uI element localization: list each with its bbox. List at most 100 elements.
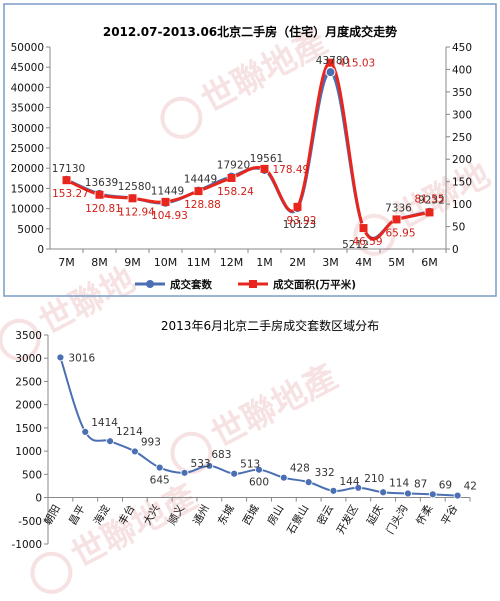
data-label-district: 42 xyxy=(464,481,477,493)
data-label-district: 645 xyxy=(150,475,170,487)
x-tick-label: 开发区 xyxy=(334,503,361,537)
right-y-tick-label: 300 xyxy=(452,109,472,121)
x-tick-label: 房山 xyxy=(265,503,287,528)
data-label-area: 158.24 xyxy=(217,186,254,198)
data-label-area: 65.95 xyxy=(385,227,415,239)
data-label-area: 153.27 xyxy=(52,188,89,200)
left-y-tick-label: 45000 xyxy=(11,62,44,74)
right-y-tick-label: 0 xyxy=(452,244,459,256)
data-label-units: 13639 xyxy=(85,177,118,189)
right-y-tick-label: 350 xyxy=(452,87,472,99)
left-y-tick-label: 5000 xyxy=(17,224,44,236)
data-label-district: 69 xyxy=(439,479,452,491)
data-label-district: 114 xyxy=(389,477,409,489)
left-y-tick-label: 35000 xyxy=(11,103,44,115)
right-y-tick-label: 400 xyxy=(452,64,472,76)
chart-frame xyxy=(3,3,497,297)
data-point-district xyxy=(155,463,164,472)
x-tick-label: 3M xyxy=(322,256,339,269)
y-tick-label: 3500 xyxy=(15,330,42,342)
data-label-units: 7336 xyxy=(385,202,412,214)
x-tick-label: 朝阳 xyxy=(42,503,63,527)
data-label-district: 332 xyxy=(315,467,335,479)
data-label-district: 600 xyxy=(249,477,269,489)
right-y-tick-label: 200 xyxy=(452,154,472,166)
data-label-district: 683 xyxy=(211,449,231,461)
data-label-area: 112.94 xyxy=(118,206,155,218)
data-label-district: 3016 xyxy=(68,352,95,364)
data-point-area xyxy=(293,202,302,211)
x-tick-label: 6M xyxy=(421,256,438,269)
y-tick-label: 3000 xyxy=(15,353,42,365)
data-label-district: 87 xyxy=(414,479,427,491)
data-label-area: 46.59 xyxy=(352,236,382,248)
data-point-district xyxy=(354,483,363,492)
right-y-tick-label: 450 xyxy=(452,42,472,54)
left-y-tick-label: 0 xyxy=(37,244,44,256)
data-label-district: 210 xyxy=(364,473,384,485)
chart-title: 2012.07-2013.06北京二手房（住宅）月度成交走势 xyxy=(103,24,397,39)
data-label-units: 9232 xyxy=(418,195,445,207)
data-label-area: 415.03 xyxy=(339,58,376,70)
data-label-area: 81.55 xyxy=(414,193,444,205)
x-tick-label: 11M xyxy=(187,256,211,269)
data-point-district xyxy=(180,468,189,477)
data-point-area xyxy=(392,215,401,224)
right-y-tick-label: 250 xyxy=(452,132,472,144)
y-tick-label: 500 xyxy=(22,469,42,481)
left-y-tick-label: 25000 xyxy=(11,143,44,155)
chart-title: 2013年6月北京二手房成交套数区域分布 xyxy=(161,318,379,333)
data-point-district xyxy=(205,461,214,470)
data-point-district xyxy=(453,491,462,500)
data-point-district xyxy=(255,465,263,474)
right-y-tick-label: 100 xyxy=(452,199,472,211)
legend-label-area: 成交面积(万平米) xyxy=(273,278,356,291)
data-label-units: 19561 xyxy=(250,153,283,165)
data-point-district xyxy=(329,486,338,495)
x-tick-label: 4M xyxy=(355,256,372,269)
data-point-district xyxy=(404,489,412,498)
data-label-area: 178.49 xyxy=(273,164,310,176)
data-point-area xyxy=(425,208,434,217)
data-point-district xyxy=(428,490,437,499)
data-point-district xyxy=(279,473,288,482)
data-point-district xyxy=(304,478,313,487)
legend-label-units: 成交套数 xyxy=(170,278,212,291)
x-tick-label: 7M xyxy=(58,256,75,269)
x-tick-label: 10M xyxy=(154,256,178,269)
data-label-units: 17920 xyxy=(217,160,250,172)
x-tick-label: 2M xyxy=(289,256,306,269)
data-point-district xyxy=(106,437,114,446)
data-point-area xyxy=(194,187,203,196)
legend-marker-area xyxy=(249,280,257,288)
left-y-tick-label: 30000 xyxy=(11,123,44,135)
x-tick-label: 通州 xyxy=(191,503,212,527)
data-point-district xyxy=(81,427,90,436)
data-point-area xyxy=(227,173,236,182)
monthly-trend-chart-panel: 2012.07-2013.06北京二手房（住宅）月度成交走势 0 5000 10000… xyxy=(0,0,500,300)
data-point-area xyxy=(62,176,71,185)
x-tick-label: 8M xyxy=(91,256,108,269)
x-tick-label: 海淀 xyxy=(91,502,113,527)
data-label-district: 1214 xyxy=(116,426,143,438)
data-label-district: 513 xyxy=(240,459,260,471)
data-label-area: 120.81 xyxy=(85,203,122,215)
left-y-tick-label: 20000 xyxy=(11,163,44,175)
x-tick-label: 9M xyxy=(124,256,141,269)
data-label-units: 10123 xyxy=(283,219,316,231)
x-tick-label: 顺义 xyxy=(166,503,187,528)
x-tick-label: 丰台 xyxy=(116,503,138,528)
data-point-area xyxy=(95,190,104,199)
y-tick-label: 0 xyxy=(35,493,42,505)
left-y-tick-label: 40000 xyxy=(11,82,44,94)
legend-marker-units xyxy=(146,280,154,288)
x-tick-label: 1M xyxy=(256,256,273,269)
data-point-area xyxy=(326,58,335,67)
data-point-units xyxy=(325,67,336,78)
x-tick-label: 石景山 xyxy=(285,503,311,536)
data-label-units: 11449 xyxy=(151,186,184,198)
y-tick-label: -1000 xyxy=(11,539,42,551)
data-point-area xyxy=(260,164,269,173)
data-label-area: 93.92 xyxy=(286,215,316,227)
data-point-district xyxy=(130,447,139,456)
